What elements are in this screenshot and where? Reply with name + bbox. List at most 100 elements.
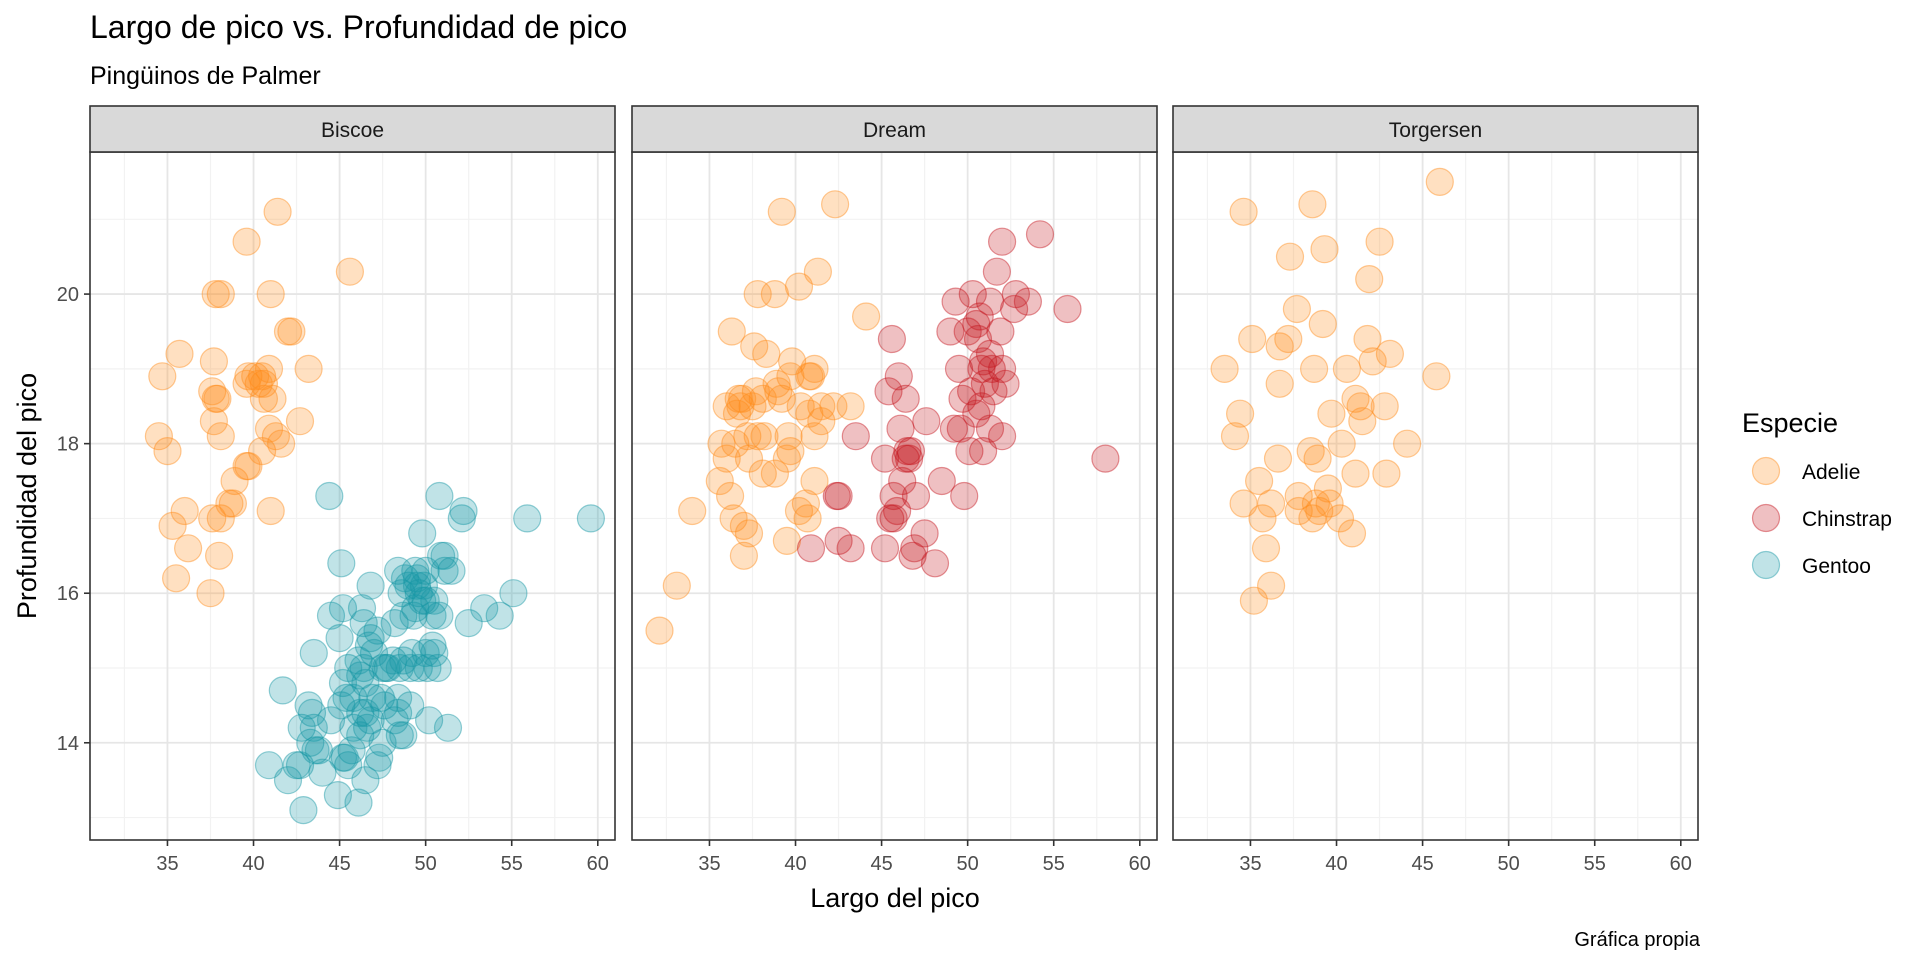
point-gentoo <box>365 743 394 772</box>
point-adelie <box>258 384 287 413</box>
point-chinstrap <box>796 534 826 563</box>
point-adelie <box>277 317 306 346</box>
point-gentoo <box>389 646 418 675</box>
point-adelie <box>1229 489 1258 518</box>
point-chinstrap <box>870 444 900 473</box>
point-adelie <box>738 392 767 421</box>
point-gentoo <box>397 638 426 668</box>
point-gentoo <box>368 728 397 757</box>
point-adelie <box>712 392 741 421</box>
point-adelie <box>807 407 836 436</box>
point-adelie <box>705 466 734 496</box>
point-adelie <box>1308 309 1337 339</box>
point-chinstrap <box>970 369 1000 398</box>
point-gentoo <box>396 653 425 683</box>
point-gentoo <box>404 579 433 608</box>
point-adelie <box>263 197 292 226</box>
point-adelie <box>1392 429 1422 458</box>
point-chinstrap <box>950 481 979 511</box>
point-adelie <box>241 362 270 391</box>
point-adelie <box>1220 422 1250 451</box>
point-adelie <box>199 407 228 436</box>
point-gentoo <box>254 751 284 780</box>
point-adelie <box>1299 354 1329 383</box>
point-adelie <box>201 280 230 309</box>
point-chinstrap <box>910 519 939 548</box>
point-gentoo <box>427 541 456 570</box>
minor-gridlines <box>90 152 615 840</box>
point-adelie <box>1256 489 1286 518</box>
point-chinstrap <box>1025 220 1055 249</box>
point-adelie <box>1353 324 1382 354</box>
point-adelie <box>784 272 814 301</box>
point-adelie <box>206 280 235 309</box>
point-gentoo <box>394 571 423 600</box>
point-gentoo <box>328 668 358 698</box>
x-tick-label: 40 <box>784 853 806 875</box>
point-adelie <box>733 422 762 451</box>
point-adelie <box>722 399 752 428</box>
facet-strip <box>1172 105 1699 153</box>
facet-torgersen: Torgersen 35 40 45 50 55 60 <box>1172 105 1699 875</box>
point-chinstrap <box>956 377 986 406</box>
x-tick-label: 40 <box>1325 853 1347 875</box>
point-gentoo <box>301 736 330 765</box>
point-adelie <box>1341 459 1370 488</box>
point-adelie <box>1256 571 1286 600</box>
point-gentoo <box>346 661 375 690</box>
point-gentoo <box>328 594 358 623</box>
point-adelie <box>261 422 290 451</box>
point-chinstrap <box>962 309 991 339</box>
point-chinstrap <box>920 549 950 578</box>
x-tick-label: 45 <box>1411 853 1433 875</box>
point-chinstrap <box>901 481 931 511</box>
x-tick-label: 60 <box>587 853 609 875</box>
point-adelie <box>205 541 234 570</box>
point-adelie <box>645 616 674 645</box>
point-gentoo <box>433 713 463 742</box>
point-gentoo <box>413 653 442 683</box>
point-gentoo <box>339 713 368 742</box>
point-gentoo <box>368 653 397 683</box>
point-adelie <box>767 384 796 413</box>
facet-label: Dream <box>863 119 926 142</box>
legend-title: Especie <box>1742 408 1838 438</box>
point-adelie <box>678 496 707 526</box>
point-chinstrap <box>955 437 984 466</box>
point-adelie <box>249 369 278 398</box>
point-gentoo <box>447 504 476 533</box>
point-gentoo <box>411 556 440 585</box>
point-chinstrap <box>824 481 853 511</box>
point-chinstrap <box>967 392 996 421</box>
point-gentoo <box>390 564 420 593</box>
point-adelie <box>1239 586 1269 615</box>
point-chinstrap <box>900 534 929 563</box>
x-tick-label: 50 <box>1498 853 1520 875</box>
point-chinstrap <box>944 354 974 383</box>
point-gentoo <box>299 638 328 668</box>
point-adelie <box>1315 489 1344 518</box>
facet-panels: Biscoe 35 40 45 50 55 60 14 16 18 20 Dream 35 40 45 50 5… <box>57 105 1699 875</box>
point-adelie <box>743 422 772 451</box>
point-chinstrap <box>898 541 927 570</box>
point-adelie <box>215 489 244 518</box>
point-adelie <box>767 197 796 226</box>
x-axis: 35 40 45 50 55 60 <box>1239 840 1692 875</box>
point-gentoo <box>437 556 466 585</box>
point-gentoo <box>454 608 483 638</box>
x-tick-label: 60 <box>1129 853 1151 875</box>
points-dream <box>645 190 1120 645</box>
point-adelie <box>234 362 263 391</box>
point-gentoo <box>411 586 440 615</box>
point-chinstrap <box>877 324 907 354</box>
point-chinstrap <box>870 534 900 563</box>
point-adelie <box>294 354 323 383</box>
point-gentoo <box>282 751 311 780</box>
point-adelie <box>715 481 745 511</box>
point-adelie <box>786 392 815 421</box>
points-torgersen <box>1210 167 1454 615</box>
point-chinstrap <box>912 407 941 436</box>
point-adelie <box>750 422 779 451</box>
